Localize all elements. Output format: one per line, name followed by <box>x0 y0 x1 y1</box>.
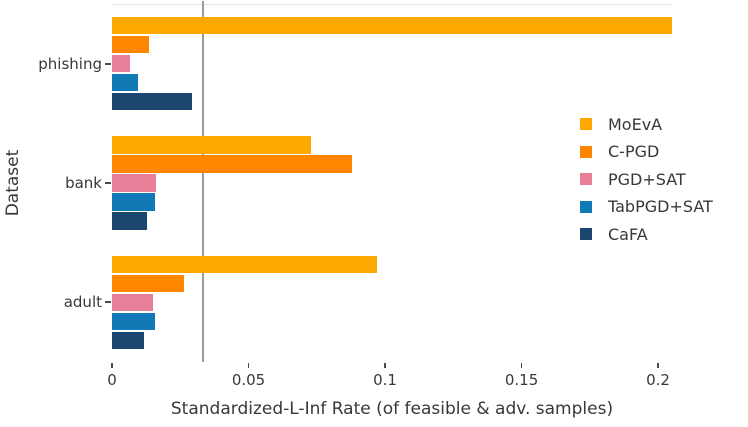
bar-pgd-sat-bank <box>112 174 156 192</box>
x-tick-3 <box>520 363 523 368</box>
bar-tabpgd-sat-phishing <box>112 73 138 92</box>
y-tick-label-phishing: phishing <box>38 54 102 73</box>
legend-label-pgd-sat: PGD+SAT <box>608 169 686 189</box>
bar-pgd-sat-adult <box>112 293 153 312</box>
legend-item-tabpgd-sat[interactable]: TabPGD+SAT <box>580 193 713 221</box>
bar-moeva-phishing <box>112 16 672 35</box>
plot-top-border <box>112 4 672 5</box>
legend-item-moeva[interactable]: MoEvA <box>580 110 662 138</box>
bar-moeva-bank <box>112 136 312 154</box>
x-axis-title: Standardized-L-Inf Rate (of feasible & a… <box>170 399 614 419</box>
y-tick-phishing <box>105 62 111 65</box>
x-tick-0 <box>111 363 113 368</box>
bar-moeva-adult <box>112 255 377 274</box>
x-tick-1 <box>247 363 250 368</box>
bar-tabpgd-sat-bank <box>112 193 156 211</box>
bar-tabpgd-sat-adult <box>112 312 155 331</box>
bar-c-pgd-adult <box>112 274 185 293</box>
y-tick-bank <box>105 182 111 184</box>
x-tick-4 <box>657 363 659 368</box>
x-tick-2 <box>384 363 386 368</box>
bar-cafa-bank <box>112 212 147 230</box>
legend-swatch-moeva <box>580 118 592 130</box>
x-tick-label-1: 0.05 <box>231 371 266 389</box>
bar-c-pgd-phishing <box>112 35 150 54</box>
legend-label-tabpgd-sat: TabPGD+SAT <box>608 197 713 216</box>
legend-label-cafa: CaFA <box>608 224 648 244</box>
y-tick-adult <box>105 301 111 304</box>
bar-c-pgd-bank <box>112 155 353 173</box>
reference-line <box>201 1 204 362</box>
bar-cafa-phishing <box>112 92 192 111</box>
legend-item-c-pgd[interactable]: C-PGD <box>580 138 659 166</box>
legend-item-pgd-sat[interactable]: PGD+SAT <box>580 165 686 193</box>
legend-item-cafa[interactable]: CaFA <box>580 220 648 248</box>
legend-swatch-c-pgd <box>580 145 592 158</box>
y-tick-label-adult: adult <box>63 293 102 312</box>
x-tick-label-0: 0 <box>107 371 117 389</box>
legend-label-c-pgd: C-PGD <box>608 142 660 161</box>
bar-cafa-adult <box>112 331 144 350</box>
x-tick-label-3: 0.15 <box>504 371 539 389</box>
legend-label-moeva: MoEvA <box>608 114 663 134</box>
x-tick-label-4: 0.2 <box>646 371 670 389</box>
legend-swatch-tabpgd-sat <box>580 200 592 213</box>
y-tick-label-bank: bank <box>65 174 102 192</box>
legend-swatch-cafa <box>580 228 592 240</box>
legend-swatch-pgd-sat <box>580 173 592 185</box>
bar-pgd-sat-phishing <box>112 54 131 73</box>
x-tick-label-2: 0.1 <box>373 371 397 389</box>
